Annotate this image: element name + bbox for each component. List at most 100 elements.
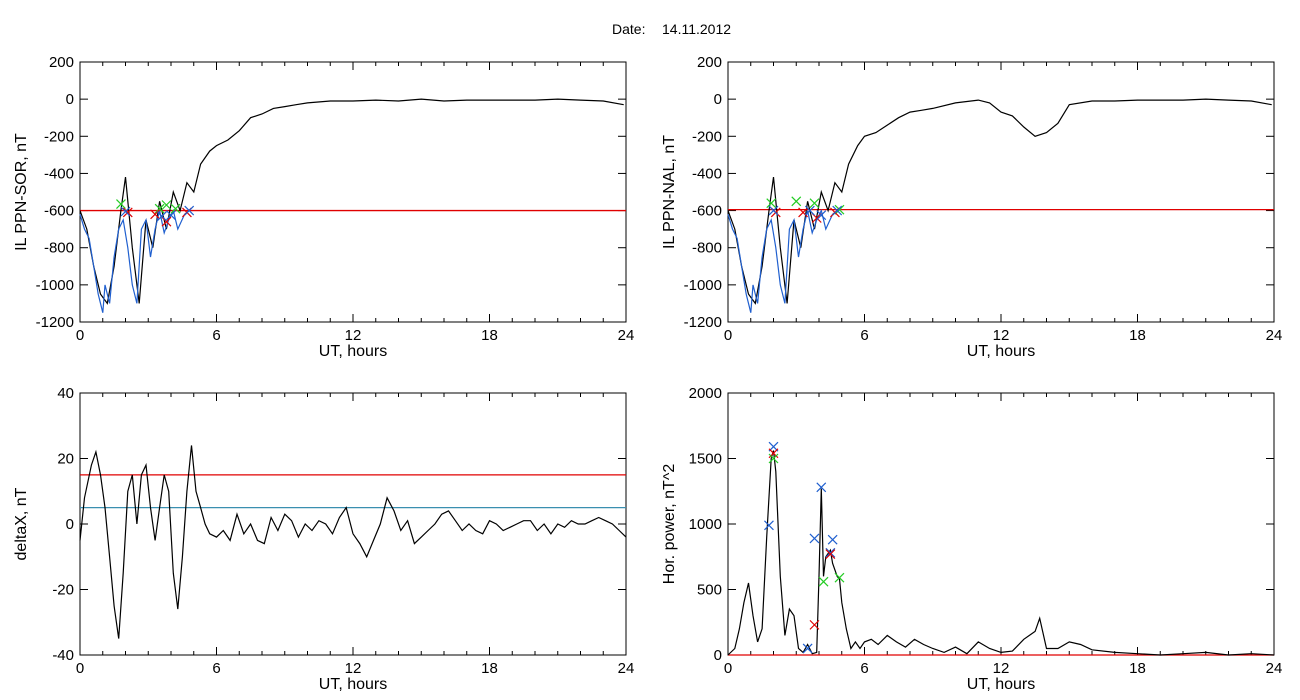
marker-stroke (825, 547, 836, 558)
marker-green (154, 203, 165, 214)
y-tick-label: 200 (49, 54, 74, 71)
plot-frame (727, 61, 1275, 323)
x-tick-label: 12 (993, 660, 1010, 677)
y-axis-label: deltaX, nT (13, 487, 30, 560)
marker-stroke (832, 205, 843, 216)
x-tick-label: 0 (724, 327, 732, 344)
y-tick-label: 0 (66, 91, 74, 108)
plot-frame (727, 392, 1275, 656)
marker-red (825, 549, 836, 560)
x-axis-label: UT, hours (967, 676, 1035, 693)
x-tick-label: 18 (1129, 327, 1146, 344)
y-tick-label: -800 (692, 240, 722, 257)
marker-stroke (834, 204, 845, 215)
panel-deltax: 0 6 12 18 24 -40 -20 0 20 40 UT, hours deltaX, nT (13, 385, 634, 693)
x-tick-label: 18 (481, 660, 498, 677)
y-tick-label: -600 (44, 203, 74, 220)
series-line-black (727, 98, 1272, 305)
marker-green (809, 198, 820, 209)
x-tick-label: 6 (212, 660, 220, 677)
marker-stroke (809, 619, 820, 630)
marker-stroke (768, 205, 779, 216)
panel-il-ppn-sor: 0 6 12 18 24 -1200 -1000 -800 -600 -400 -200 0 200 UT… (13, 54, 634, 360)
marker-stroke (816, 482, 827, 493)
marker-green (818, 576, 829, 587)
y-tick-label: 40 (57, 385, 74, 402)
y-tick-label: -20 (52, 582, 74, 599)
marker-blue (827, 534, 838, 545)
y-tick-label: 20 (57, 451, 74, 468)
marker-stroke (184, 205, 195, 216)
marker-stroke (827, 534, 838, 545)
x-tick-label: 0 (76, 660, 84, 677)
marker-stroke (116, 199, 126, 209)
marker-green (170, 203, 181, 214)
y-tick-label: -1200 (684, 314, 722, 331)
series-line-black (727, 450, 1275, 656)
series-line-black (79, 98, 624, 305)
x-tick-label: 12 (993, 327, 1010, 344)
marker-blue (832, 205, 843, 216)
marker-stroke (802, 643, 813, 654)
panel-il-ppn-nal: 0 6 12 18 24 -1200 -1000 -800 -600 -400 -200 0 200 UT… (661, 54, 1282, 360)
y-tick-label: 500 (697, 582, 722, 599)
y-tick-label: 1000 (689, 516, 722, 533)
marker-red (161, 216, 172, 227)
marker-stroke (768, 453, 779, 464)
marker-blue (764, 520, 774, 531)
y-tick-label: -800 (44, 240, 74, 257)
marker-stroke (816, 210, 827, 221)
marker-stroke (791, 196, 802, 207)
y-axis-label: IL PPN-NAL, nT (661, 135, 678, 249)
date-label: Date: (612, 21, 645, 37)
y-tick-label: -1200 (36, 314, 74, 331)
panel-horizontal-power: 0 6 12 18 24 0 500 1000 1500 2000 UT, hours Hor. po… (661, 385, 1282, 693)
marker-stroke (811, 213, 822, 223)
x-tick-label: 6 (212, 327, 220, 344)
y-tick-label: 0 (714, 647, 722, 664)
x-tick-label: 6 (860, 327, 868, 344)
marker-blue (768, 205, 779, 216)
x-axis-label: UT, hours (319, 676, 387, 693)
marker-stroke (766, 198, 777, 209)
marker-stroke (166, 210, 176, 221)
marker-green (791, 196, 802, 207)
marker-blue (816, 210, 827, 221)
marker-stroke (161, 216, 172, 227)
marker-blue (825, 547, 836, 558)
y-axis-label: Hor. power, nT^2 (661, 464, 678, 585)
marker-stroke (818, 576, 829, 587)
x-tick-label: 18 (1129, 660, 1146, 677)
y-tick-label: -1000 (36, 277, 74, 294)
y-tick-label: -1000 (684, 277, 722, 294)
marker-stroke (798, 207, 808, 218)
y-tick-label: -40 (52, 647, 74, 664)
marker-stroke (150, 209, 160, 220)
y-tick-label: -200 (692, 128, 722, 145)
date-value: 14.11.2012 (662, 21, 731, 37)
y-tick-label: -200 (44, 128, 74, 145)
marker-stroke (809, 198, 820, 209)
marker-blue (802, 643, 813, 654)
marker-red (768, 448, 779, 459)
marker-green (834, 572, 845, 583)
y-tick-label: -400 (44, 165, 74, 182)
x-tick-label: 24 (1266, 660, 1283, 677)
marker-blue (166, 210, 176, 221)
y-tick-label: 0 (66, 516, 74, 533)
marker-blue (184, 205, 195, 216)
x-axis-label: UT, hours (319, 343, 387, 360)
y-tick-label: 2000 (689, 385, 722, 402)
marker-red (122, 207, 133, 218)
y-tick-label: 200 (697, 54, 722, 71)
series-line-black (79, 445, 627, 639)
x-tick-label: 0 (724, 660, 732, 677)
x-tick-label: 24 (1266, 327, 1283, 344)
x-tick-label: 12 (345, 660, 362, 677)
y-tick-label: -400 (692, 165, 722, 182)
x-axis-label: UT, hours (967, 343, 1035, 360)
marker-stroke (825, 549, 836, 560)
marker-red (809, 619, 820, 630)
marker-blue (809, 533, 820, 544)
y-tick-label: 0 (714, 91, 722, 108)
